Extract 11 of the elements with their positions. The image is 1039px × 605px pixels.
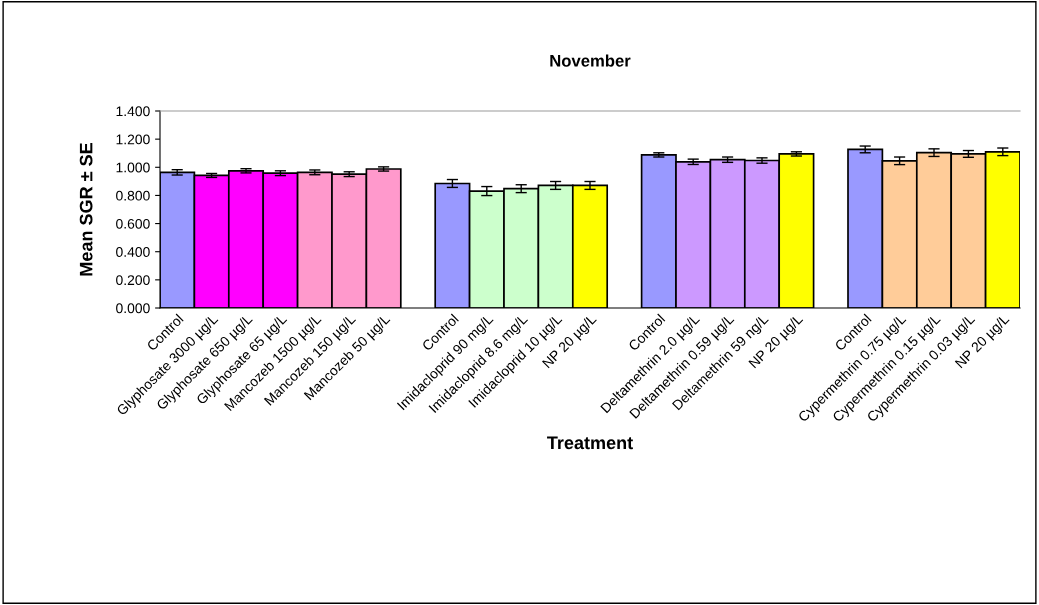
y-tick-label: 1.400	[116, 106, 150, 117]
chart-title: November	[550, 54, 631, 67]
y-tick-label: 0.600	[116, 218, 150, 229]
y-axis-title: Mean SGR ± SE	[79, 143, 93, 276]
x-axis-title: Treatment	[547, 436, 633, 450]
y-tick-label: 0.800	[116, 190, 150, 201]
y-tick-label: 0.200	[116, 275, 150, 286]
y-tick-label: 0.000	[116, 303, 150, 314]
y-tick-label: 1.000	[116, 162, 150, 173]
y-tick-label: 0.400	[116, 247, 150, 257]
y-tick-label: 1.200	[116, 134, 150, 145]
